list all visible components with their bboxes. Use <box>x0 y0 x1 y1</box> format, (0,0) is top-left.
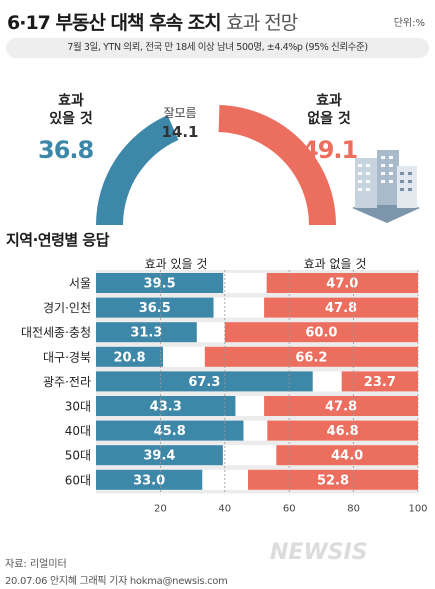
bar-ineffective <box>267 420 418 441</box>
category-label: 50대 <box>65 449 91 463</box>
credit-line: 20.07.06 안지혜 그래픽 기자 hokma@newsis.com <box>5 576 228 587</box>
unsure-value: 14.1 <box>161 123 199 141</box>
bar-ineffective <box>204 346 418 367</box>
source-note: 자료: 리얼미터 <box>5 559 67 570</box>
survey-subtitle: 7월 3일, YTN 의뢰, 전국 만 18세 이상 남녀 500명, ±4.4… <box>6 38 429 58</box>
value-label-ineffective: 60.0 <box>305 326 337 341</box>
bar-effective <box>96 469 203 490</box>
bar-effective <box>96 396 236 416</box>
value-label-effective: 39.4 <box>143 449 175 464</box>
bar-effective <box>96 445 223 466</box>
bar-effective <box>96 346 163 367</box>
value-label-ineffective: 52.8 <box>317 473 349 488</box>
value-label-ineffective: 23.7 <box>364 375 396 390</box>
value-label-effective: 39.5 <box>144 277 176 292</box>
category-label: 대구·경북 <box>43 350 91 364</box>
building-illustration <box>352 150 420 223</box>
value-label-ineffective: 47.8 <box>325 400 357 415</box>
value-label-effective: 43.3 <box>150 400 182 415</box>
watermark-logo: NEWSIS <box>270 540 368 565</box>
value-label-effective: 36.5 <box>139 301 171 316</box>
effective-label-line1: 효과 <box>58 93 84 109</box>
title-sub: 효과 전망 <box>226 12 298 34</box>
legend-effective: 효과 있을 것 <box>145 257 208 271</box>
bar-ineffective <box>341 371 418 392</box>
effective-label-line2: 있을 것 <box>49 111 93 127</box>
bar-ineffective <box>264 297 418 318</box>
category-label: 30대 <box>65 400 91 414</box>
effective-label: 효과 있을 것 <box>36 92 106 128</box>
gauge-slice-effective <box>96 115 179 225</box>
bar-effective <box>96 297 214 318</box>
gauge-chart <box>96 105 420 225</box>
value-label-ineffective: 44.0 <box>331 449 363 464</box>
category-label: 대전세종·충청 <box>21 326 91 340</box>
x-tick-label: 80 <box>347 503 360 514</box>
gauge-slice-unsure <box>167 105 220 140</box>
legend-ineffective: 효과 없을 것 <box>304 257 367 271</box>
bar-ineffective <box>224 322 418 343</box>
value-label-ineffective: 66.2 <box>295 350 327 365</box>
unsure-label: 잘모름 <box>163 106 197 120</box>
category-label: 광주·전라 <box>43 375 91 389</box>
section-title: 지역·연령별 응답 <box>6 231 110 249</box>
value-label-effective: 67.3 <box>188 375 220 390</box>
value-label-effective: 33.0 <box>133 473 165 488</box>
chart-title: 6·17 부동산 대책 후속 조치 효과 전망 <box>7 8 298 35</box>
x-tick-label: 20 <box>154 503 167 514</box>
gauge-slice-ineffective <box>218 105 336 225</box>
bar-effective <box>96 322 197 343</box>
ineffective-label-line1: 효과 <box>316 93 342 109</box>
stacked-bar-chart: 효과 있을 것 효과 없을 것서울 39.5 47.0 경기·인천 36.5 47.8 대전세… <box>21 257 428 514</box>
title-main: 6·17 부동산 대책 후속 조치 <box>7 12 222 34</box>
value-label-ineffective: 47.0 <box>326 277 358 292</box>
bar-ineffective <box>264 396 418 416</box>
bar-effective <box>96 371 313 392</box>
effective-value: 36.8 <box>38 136 94 164</box>
x-tick-label: 100 <box>408 503 427 514</box>
bar-effective <box>96 420 244 441</box>
ineffective-label-line2: 없을 것 <box>307 111 351 127</box>
bar-effective <box>96 273 224 293</box>
x-tick-label: 60 <box>283 503 296 514</box>
category-label: 60대 <box>65 473 91 487</box>
category-label: 서울 <box>69 277 91 291</box>
ineffective-value: 49.1 <box>302 136 358 164</box>
category-label: 40대 <box>65 424 91 438</box>
bar-ineffective <box>276 445 418 466</box>
value-label-effective: 20.8 <box>113 350 145 365</box>
value-label-ineffective: 46.8 <box>327 424 359 439</box>
x-tick-label: 40 <box>218 503 231 514</box>
ineffective-label: 효과 없을 것 <box>294 92 364 128</box>
category-label: 경기·인천 <box>43 300 91 315</box>
bar-ineffective <box>247 469 418 490</box>
value-label-ineffective: 47.8 <box>325 301 357 316</box>
bar-ineffective <box>266 273 418 293</box>
value-label-effective: 31.3 <box>130 326 162 341</box>
unit-label: 단위:% <box>393 18 425 29</box>
value-label-effective: 45.8 <box>154 424 186 439</box>
